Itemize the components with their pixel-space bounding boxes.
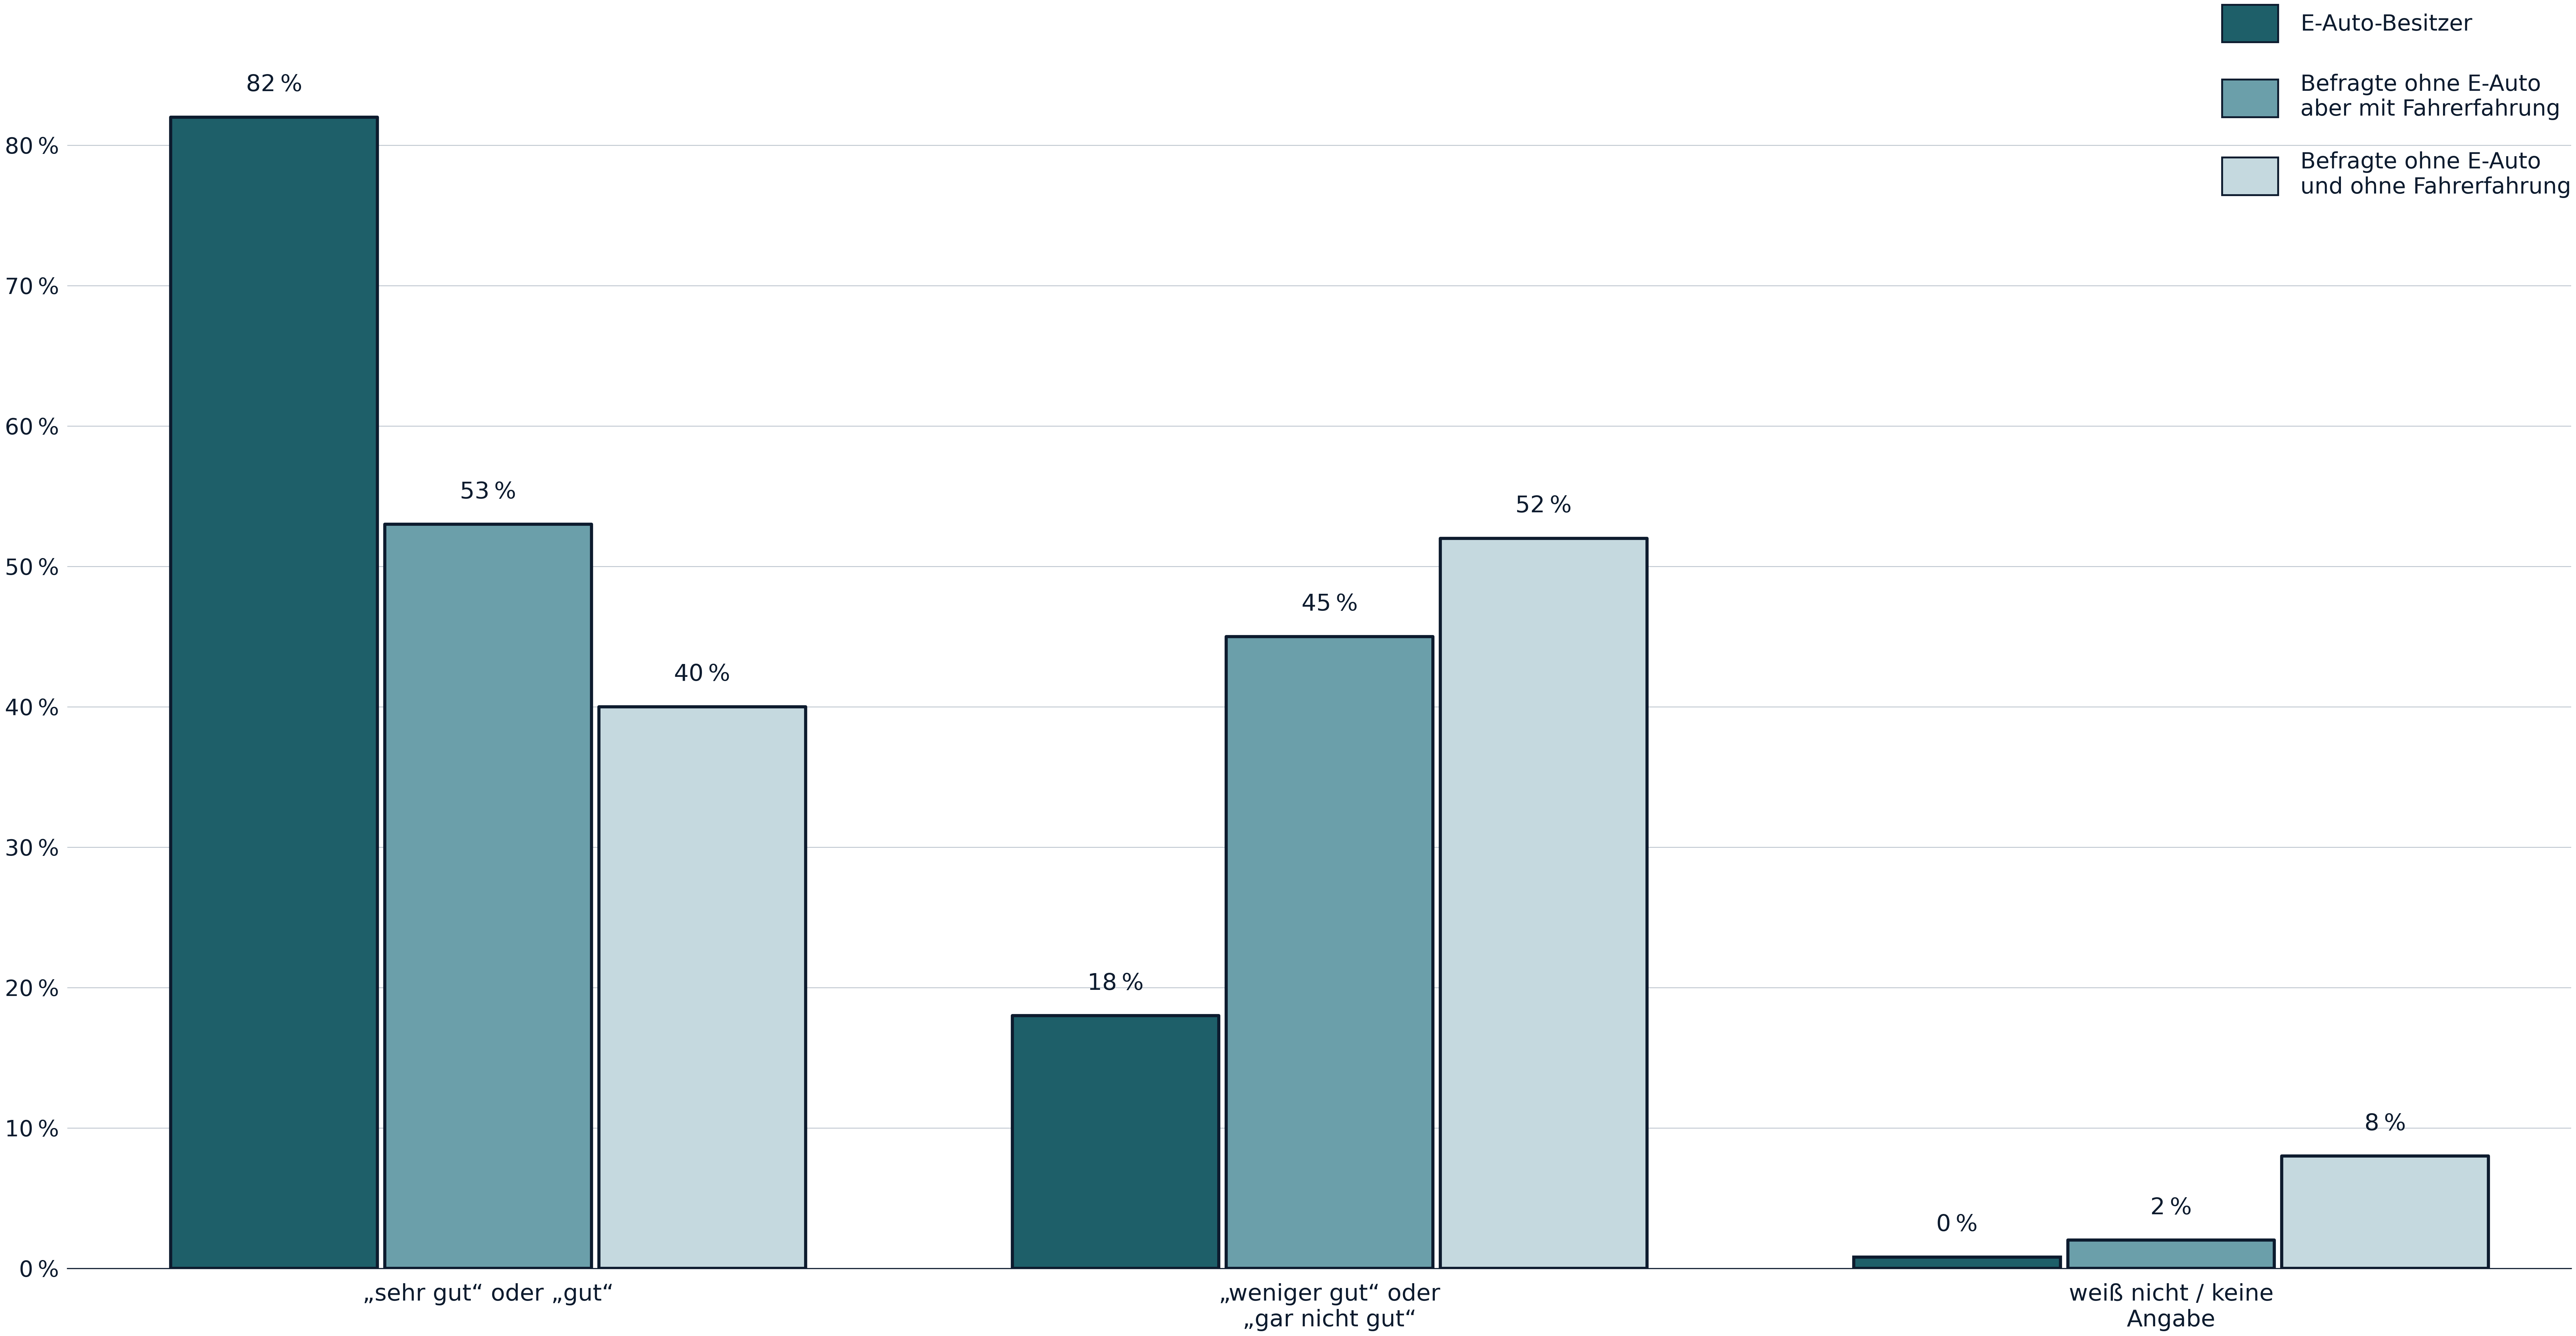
Text: 52 %: 52 % <box>1515 496 1571 517</box>
Text: 53 %: 53 % <box>461 481 515 504</box>
Text: 18 %: 18 % <box>1087 973 1144 994</box>
Bar <box>2069 1240 2275 1268</box>
Text: 45 %: 45 % <box>1301 593 1358 616</box>
Bar <box>1855 1257 2061 1268</box>
Text: 40 %: 40 % <box>675 664 732 685</box>
Bar <box>598 707 806 1268</box>
Text: 82 %: 82 % <box>245 73 301 96</box>
Bar <box>1012 1015 1218 1268</box>
Legend: E-Auto-Besitzer, Befragte ohne E-Auto
aber mit Fahrerfahrung, Befragte ohne E-Au: E-Auto-Besitzer, Befragte ohne E-Auto ab… <box>2223 5 2571 198</box>
Bar <box>170 118 379 1268</box>
Text: 2 %: 2 % <box>2151 1197 2192 1220</box>
Bar <box>2282 1156 2488 1268</box>
Text: 8 %: 8 % <box>2365 1113 2406 1134</box>
Text: 0 %: 0 % <box>1937 1214 1978 1236</box>
Bar <box>384 524 592 1268</box>
Bar <box>1226 636 1432 1268</box>
Bar <box>1440 538 1646 1268</box>
